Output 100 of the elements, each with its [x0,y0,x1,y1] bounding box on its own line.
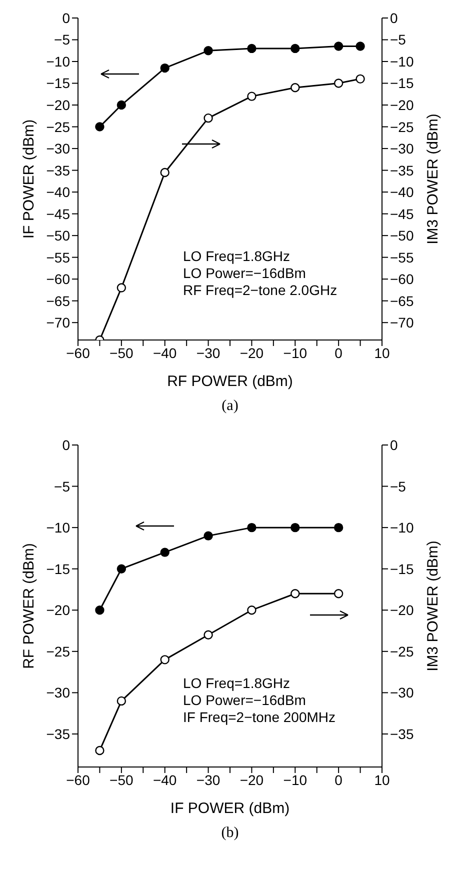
y-tick-label: 0 [62,436,70,453]
x-tick-label: −10 [283,344,308,361]
point [334,78,344,88]
x-tick-label: −10 [283,772,308,788]
x-axis-title: RF POWER (dBm) [167,373,293,390]
x-tick-label: 0 [334,772,343,788]
point [204,531,213,540]
y-tick-label: −40 [46,184,70,200]
x-tick-label: −30 [196,344,220,361]
point [95,746,104,756]
point [247,522,256,532]
point [204,113,213,123]
y-tick-label: −65 [46,292,70,309]
y2-tick-label: −25 [390,118,414,135]
point [334,42,344,51]
y2-tick-label: −30 [390,140,414,157]
y-tick-label: −35 [46,162,70,178]
point [290,83,300,92]
y2-tick-label: −25 [390,643,414,660]
point [160,63,170,73]
y2-tick-label: −15 [390,75,414,92]
y-tick-label: −50 [46,228,70,244]
y2-tick-label: −20 [390,96,414,113]
point [116,564,126,574]
y-axis-title: RF POWER (dBm) [20,543,38,669]
y-tick-label: −5 [54,478,70,494]
y-tick-label: −15 [46,560,70,577]
point [204,630,213,640]
y2-tick-label: −50 [390,228,414,244]
y-tick-label: −45 [46,206,70,222]
x-tick-label: −50 [110,772,134,788]
y2-tick-label: −10 [390,53,414,70]
point [95,122,104,132]
y-tick-label: −25 [46,643,70,660]
annotation: LO Power=−16dBm [183,265,307,282]
x-tick-label: −20 [240,344,264,361]
y2-tick-label: −45 [390,206,414,222]
y2-tick-label: −70 [390,314,414,331]
x-tick-label: −40 [152,344,177,361]
y2-tick-label: −60 [390,271,414,288]
annotation: LO Power=−16dBm [183,692,307,709]
y-tick-label: −10 [46,53,70,70]
y-tick-label: −20 [46,96,70,113]
y-tick-label: −25 [46,118,70,135]
text: (b) [220,825,240,842]
y2-tick-label: −20 [390,602,414,618]
point [356,42,365,51]
point [116,696,126,706]
point [290,589,300,598]
y2-tick-label: −30 [390,684,414,701]
x-tick-label: −30 [196,772,220,788]
y-tick-label: −5 [54,32,70,48]
point [116,100,126,110]
y2-tick-label: −10 [390,520,414,536]
point [95,606,104,615]
x-tick-label: 0 [334,344,343,361]
y2-tick-label: −5 [390,32,406,48]
y2-tick-label: −35 [390,162,414,178]
y-tick-label: −20 [46,602,70,618]
y2-tick-label: −5 [390,478,406,494]
point [160,655,170,664]
point [247,44,256,54]
x-tick-label: 10 [374,772,390,788]
point [290,522,300,532]
annotation: IF Freq=2−tone 200MHz [183,709,336,726]
annotation: LO Freq=1.8GHz [183,675,291,692]
x-tick-label: −50 [110,344,134,361]
y2-tick-label: −55 [390,249,414,266]
y2-tick-label: 0 [390,10,398,26]
y-tick-label: −35 [46,726,70,742]
point [247,92,256,101]
y-tick-label: −30 [46,684,70,701]
y-tick-label: −55 [46,249,70,266]
point [247,606,256,615]
point [160,168,170,178]
y-tick-label: 0 [62,10,70,26]
y-tick-label: −60 [46,271,70,288]
y-tick-label: −70 [46,314,70,331]
point [204,46,213,56]
y2-tick-label: 0 [390,436,398,453]
x-tick-label: −40 [152,772,177,788]
annotation: RF Freq=2−tone 2.0GHz [183,282,338,299]
y-tick-label: −30 [46,140,70,157]
annotation: LO Freq=1.8GHz [183,248,291,265]
y2-tick-label: −15 [390,560,414,577]
point [290,44,300,54]
y2-tick-label: −65 [390,292,414,309]
y-tick-label: −10 [46,520,70,536]
point [334,522,344,532]
point [356,74,365,84]
point [160,548,170,557]
y2-axis-title: IM3 POWER (dBm) [424,114,442,244]
point [116,283,126,292]
point [334,589,344,598]
x-tick-label: −20 [240,772,264,788]
y2-tick-label: −35 [390,726,414,742]
x-axis-title: IF POWER (dBm) [170,800,290,817]
y-tick-label: −15 [46,75,70,92]
x-tick-label: 10 [374,344,390,361]
text: (a) [220,398,240,415]
